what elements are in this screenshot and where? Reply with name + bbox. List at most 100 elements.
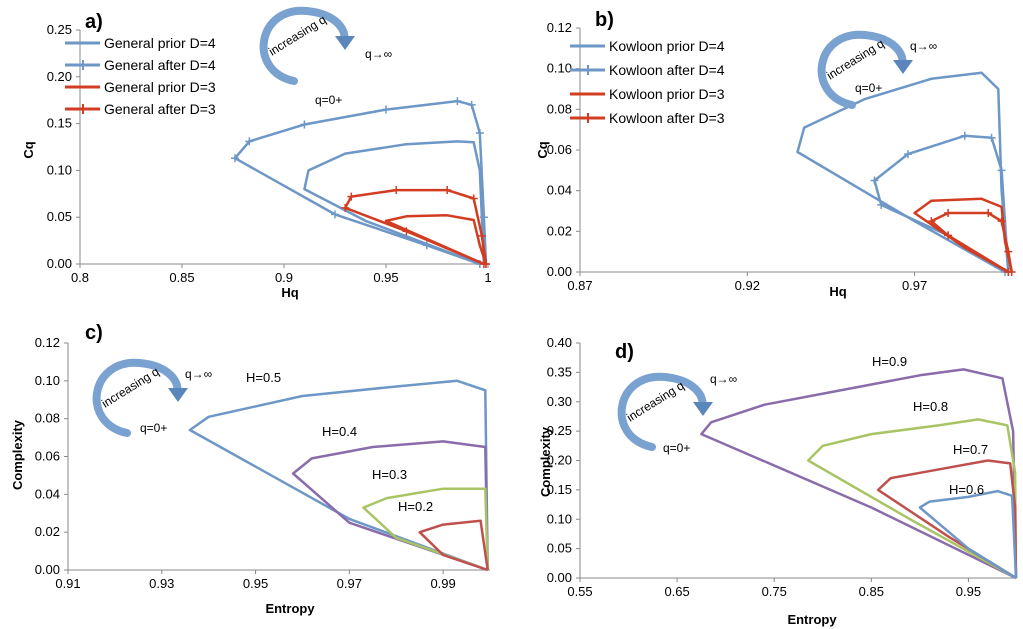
annotation-text: q→∞ (710, 372, 737, 386)
series-line-4 (930, 211, 1013, 274)
y-tick-label: 0.40 (547, 335, 572, 350)
legend-entry: Kowloon prior D=4 (609, 38, 725, 54)
x-tick-label: 0.87 (567, 278, 592, 293)
y-tick-label: 0.05 (47, 209, 72, 224)
legend-entry: Kowloon prior D=3 (609, 86, 725, 102)
y-axis-label: Complexity (10, 419, 25, 490)
legend-entry: Kowloon after D=4 (609, 62, 725, 78)
y-tick-label: 0.00 (547, 570, 572, 585)
x-tick-label: 0.85 (859, 584, 884, 599)
series-line-1 (796, 71, 1010, 274)
y-tick-label: 0.10 (547, 61, 572, 76)
curve-label: H=0.5 (246, 370, 281, 385)
series-line-3 (876, 459, 1018, 580)
y-tick-label: 0.04 (547, 183, 572, 198)
chart-panel-2: 0.00 0.02 0.04 0.06 0.08 0.10 0.12 0.87 0.92 0.97… (535, 9, 1016, 299)
y-tick-label: 0.25 (47, 22, 72, 37)
curve-label: H=0.9 (872, 354, 907, 369)
data-point-marker (877, 200, 886, 209)
data-point-marker (870, 176, 879, 185)
x-tick-label: 0.55 (567, 584, 592, 599)
increasing-q-arrow-icon (617, 372, 713, 451)
data-point-marker (479, 213, 488, 222)
legend-entry: General prior D=3 (104, 79, 216, 95)
y-tick-label: 0.00 (547, 264, 572, 279)
increasing-q-arrow-icon (259, 6, 355, 85)
y-tick-label: 0.05 (547, 541, 572, 556)
x-tick-label: 0.99 (430, 576, 455, 591)
series-line-1 (303, 140, 486, 266)
data-point-marker (475, 128, 484, 137)
y-tick-label: 0.00 (47, 256, 72, 271)
data-point-marker (987, 133, 996, 142)
x-tick-label: 0.97 (337, 576, 362, 591)
x-tick-label: 0.97 (902, 278, 927, 293)
x-tick-label: 0.9 (275, 270, 293, 285)
data-point-marker (469, 194, 478, 203)
y-tick-label: 0.10 (35, 373, 60, 388)
annotation-text: q=0+ (855, 81, 882, 95)
legend-entry: General after D=3 (104, 101, 216, 117)
y-tick-label: 0.08 (547, 101, 572, 116)
panel-label: a) (85, 11, 103, 33)
data-point-marker (245, 137, 254, 146)
series-line-2 (291, 440, 489, 572)
x-tick-label: 0.95 (243, 576, 268, 591)
increasing-q-arrow-icon (92, 358, 188, 437)
data-point-marker (382, 105, 390, 114)
y-tick-label: 0.12 (547, 20, 572, 35)
y-tick-label: 0.10 (47, 162, 72, 177)
y-tick-label: 0.35 (547, 364, 572, 379)
y-tick-label: 0.12 (35, 335, 60, 350)
data-point-marker (477, 231, 486, 240)
data-point-marker (1004, 247, 1013, 256)
panel-label: b) (595, 9, 614, 31)
data-point-marker (997, 217, 1006, 226)
y-axis-label: Cq (535, 141, 550, 158)
chart-panel-1: 0.00 0.05 0.10 0.15 0.20 0.25 0.8 0.85 0.9 0.95 1 C… (21, 6, 492, 300)
series-line-3 (913, 197, 1013, 274)
y-tick-label: 0.15 (547, 482, 572, 497)
series-line-4 (918, 489, 1018, 580)
data-point-marker (481, 260, 490, 268)
y-tick-label: 0.20 (547, 453, 572, 468)
x-tick-label: 0.93 (149, 576, 174, 591)
series-line-4 (343, 188, 488, 266)
curve-label: H=0.3 (372, 467, 407, 482)
data-point-marker (960, 131, 969, 140)
y-tick-label: 0.15 (47, 116, 72, 131)
y-tick-label: 0.06 (547, 142, 572, 157)
curve-label: H=0.7 (953, 442, 988, 457)
series-line-1 (700, 368, 1018, 580)
data-point-marker (944, 231, 953, 240)
chart-panel-4: 0.00 0.05 0.10 0.15 0.20 0.25 0.30 0.35 0.40 0.55… (538, 335, 1018, 627)
y-tick-label: 0.04 (35, 486, 60, 501)
data-point-marker (467, 100, 476, 109)
data-point-marker (347, 192, 356, 201)
x-tick-label: 0.92 (735, 278, 760, 293)
data-point-marker (392, 186, 401, 195)
annotation-text: q=0+ (663, 441, 690, 455)
panel-label: d) (615, 341, 634, 363)
data-point-marker (231, 154, 240, 163)
curve-label: H=0.2 (398, 499, 433, 514)
data-point-marker (422, 241, 431, 250)
annotation-text: q=0+ (315, 93, 342, 107)
legend-entry: General prior D=4 (104, 35, 216, 51)
data-point-marker (1007, 268, 1016, 276)
series-line-2 (873, 134, 1010, 274)
series-line-3 (384, 214, 488, 266)
y-tick-label: 0.06 (35, 449, 60, 464)
data-point-marker (443, 186, 452, 195)
data-point-marker (903, 150, 912, 159)
data-point-marker (944, 209, 953, 218)
data-point-marker (984, 209, 993, 218)
x-axis-label: Entropy (265, 601, 315, 616)
x-axis-label: Hq (281, 285, 298, 300)
annotation-text: q→∞ (365, 47, 392, 61)
annotation-text: q→∞ (185, 367, 212, 381)
series-line-2 (233, 99, 488, 266)
data-point-marker (341, 203, 350, 212)
data-point-marker (300, 120, 309, 129)
